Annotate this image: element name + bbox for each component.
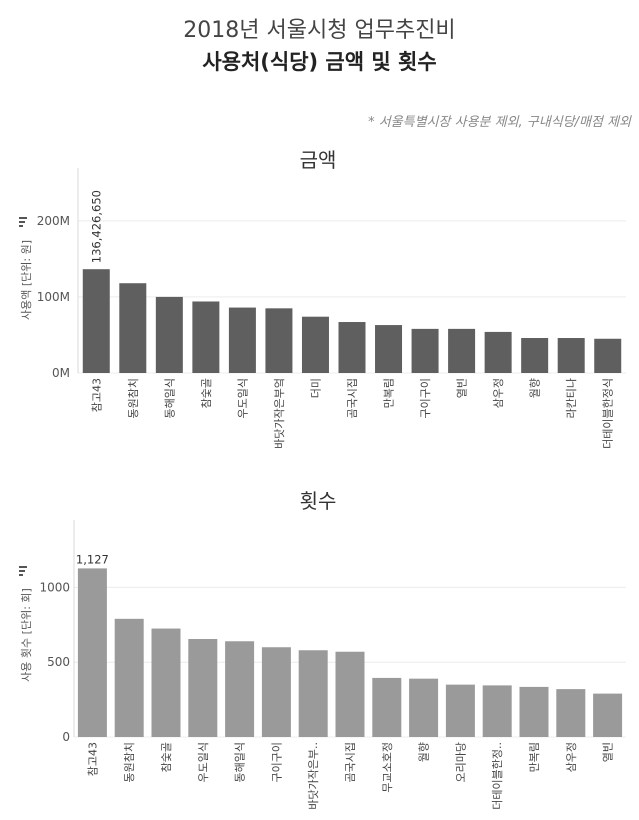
count-bar[interactable] (225, 641, 255, 737)
count-category-label: 바닷가작은부.. (307, 742, 320, 810)
count-bar[interactable] (261, 647, 291, 737)
count-bar[interactable] (298, 650, 328, 737)
amount-bar[interactable] (448, 328, 476, 373)
amount-bar[interactable] (265, 308, 293, 373)
amount-bar[interactable] (557, 338, 585, 373)
amount-bar[interactable] (301, 316, 329, 373)
count-bar[interactable] (114, 618, 144, 737)
amount-category-label: 열빈 (456, 378, 469, 398)
amount-category-label: 동원참치 (127, 378, 140, 418)
amount-plot-area: 0M 100M 200M 참고43 동원참치 동해일식 참숯골 우도일식 바닷가작은부엌 더미 곰국… (37, 168, 626, 449)
amount-category-label: 곰국시집 (346, 378, 359, 418)
amount-sort-icon[interactable] (19, 217, 27, 227)
amount-category-label: 더미 (309, 378, 322, 398)
amount-category-label: 참고43 (90, 378, 103, 412)
count-category-label: 삼우정 (565, 742, 578, 772)
count-bar[interactable] (556, 689, 586, 737)
amount-category-label: 구이구이 (419, 378, 432, 418)
amount-data-label: 136,426,650 (89, 190, 103, 263)
amount-bar[interactable] (338, 322, 366, 373)
chart-title-line1: 2018년 서울시청 업무추진비 (183, 18, 456, 43)
count-category-label: 월향 (418, 742, 431, 762)
count-chart-title: 횟수 (300, 489, 337, 513)
amount-bar[interactable] (228, 307, 256, 373)
amount-bar[interactable] (484, 331, 512, 373)
count-bar[interactable] (372, 677, 402, 737)
count-category-label: 구이구이 (270, 742, 283, 782)
count-sort-icon[interactable] (19, 566, 27, 576)
amount-bar[interactable] (192, 301, 220, 373)
count-bar[interactable] (335, 651, 365, 737)
count-category-label: 참숯골 (160, 742, 173, 772)
count-bar[interactable] (519, 686, 549, 737)
amount-y-tick-label: 0M (52, 366, 70, 380)
count-category-label: 참고43 (86, 742, 99, 776)
count-y-axis-label: 사용 횟수 [단위: 회] (20, 588, 33, 682)
count-category-label: 오리마당 (454, 742, 467, 782)
amount-category-label: 참숯골 (200, 378, 213, 408)
count-category-label: 동해일식 (233, 742, 247, 782)
count-category-label: 무교소호정 (381, 742, 394, 793)
amount-bar[interactable] (521, 338, 549, 373)
count-category-label: 동원참치 (123, 742, 136, 782)
amount-bar[interactable] (411, 328, 439, 373)
count-category-label: 만복림 (528, 742, 541, 772)
count-category-label: 우도일식 (196, 742, 210, 782)
count-bar[interactable] (151, 628, 181, 737)
amount-chart: 금액 사용액 [단위: 원] 0M 100M 200M 참고43 동원참치 동해일식 참숯골… (19, 148, 626, 449)
amount-category-label: 삼우정 (492, 378, 505, 408)
count-chart: 횟수 사용 횟수 [단위: 회] 0 500 1000 참고43 동원참치 참숯골 우도일식… (19, 489, 626, 810)
amount-chart-title: 금액 (300, 148, 337, 172)
chart-title-line2: 사용처(식당) 금액 및 횟수 (202, 50, 437, 74)
amount-category-label: 우도일식 (235, 378, 249, 418)
amount-bar[interactable] (594, 338, 622, 373)
count-bar[interactable] (77, 568, 107, 737)
count-y-tick-label: 500 (47, 655, 70, 669)
amount-bar[interactable] (155, 296, 183, 373)
amount-category-label: 라칸티나 (565, 378, 578, 418)
amount-category-label: 더테이블한정식 (602, 378, 615, 449)
amount-bar[interactable] (119, 283, 147, 373)
count-bar[interactable] (482, 685, 512, 737)
count-y-tick-label: 1000 (39, 580, 70, 594)
count-category-label: 더테이블한정.. (491, 742, 504, 810)
amount-bar[interactable] (82, 269, 110, 373)
amount-category-label: 만복림 (383, 378, 396, 408)
amount-category-label: 동해일식 (162, 378, 176, 418)
count-y-tick-label: 0 (62, 730, 70, 744)
count-bar[interactable] (445, 684, 475, 737)
footnote: * 서울특별시장 사용분 제외, 구내식당/매점 제외 (368, 115, 631, 130)
count-bar[interactable] (593, 693, 623, 737)
count-category-label: 곰국시집 (344, 742, 357, 782)
amount-y-tick-label: 100M (37, 290, 70, 304)
amount-y-axis-label: 사용액 [단위: 원] (20, 240, 33, 320)
amount-y-tick-label: 200M (37, 214, 70, 228)
count-bar[interactable] (409, 678, 439, 737)
amount-category-label: 월향 (529, 378, 542, 398)
count-category-label: 열빈 (602, 742, 615, 762)
amount-bar[interactable] (375, 325, 403, 373)
count-bar[interactable] (188, 639, 218, 737)
count-plot-area: 0 500 1000 참고43 동원참치 참숯골 우도일식 동해일식 구이구이 바닷가작은부.. 곰… (39, 520, 626, 810)
amount-category-label: 바닷가작은부엌 (273, 378, 286, 449)
count-data-label: 1,127 (76, 552, 109, 566)
